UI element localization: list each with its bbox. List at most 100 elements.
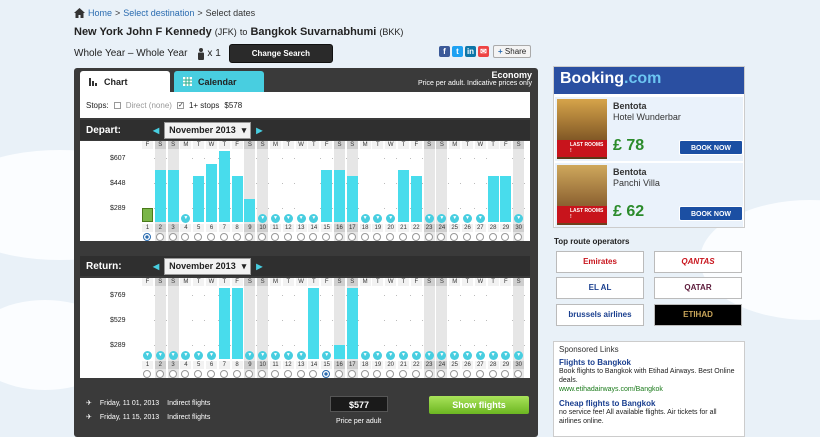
day-column[interactable]: S ▼ 24 xyxy=(436,278,448,378)
day-column[interactable]: W ▼ 6 xyxy=(206,278,217,378)
day-radio[interactable] xyxy=(155,370,164,378)
no-price-marker-icon[interactable]: ▼ xyxy=(437,214,447,223)
price-bar[interactable] xyxy=(231,176,243,222)
no-price-marker-icon[interactable]: ▼ xyxy=(424,351,434,360)
no-price-marker-icon[interactable]: ▼ xyxy=(168,351,178,360)
day-radio[interactable] xyxy=(399,233,407,241)
day-radio[interactable] xyxy=(450,233,459,241)
day-column[interactable]: W ▼ 27 xyxy=(474,141,486,241)
day-radio[interactable] xyxy=(335,233,343,241)
next-month-arrow[interactable]: ▶ xyxy=(256,125,263,135)
day-radio[interactable] xyxy=(335,370,343,378)
price-bar[interactable] xyxy=(308,288,320,359)
day-radio[interactable] xyxy=(143,233,151,241)
show-flights-button[interactable]: Show flights xyxy=(429,396,529,414)
day-radio[interactable] xyxy=(283,370,292,378)
home-icon[interactable] xyxy=(74,8,85,18)
day-radio[interactable] xyxy=(181,370,190,378)
day-radio[interactable] xyxy=(411,370,420,378)
day-radio[interactable] xyxy=(360,233,369,241)
no-price-marker-icon[interactable]: ▼ xyxy=(373,351,383,360)
no-price-marker-icon[interactable]: ▼ xyxy=(386,351,396,360)
book-now-button[interactable]: BOOK NOW xyxy=(679,140,743,155)
day-column[interactable]: F ▼ 29 xyxy=(500,278,512,378)
day-column[interactable]: F 15 xyxy=(321,141,333,241)
day-column[interactable]: T ▼ 21 xyxy=(398,278,409,378)
breadcrumb-home[interactable]: Home xyxy=(88,8,113,18)
price-bar[interactable] xyxy=(500,176,512,222)
airline-qantas[interactable]: QANTAS xyxy=(654,251,742,273)
price-bar[interactable] xyxy=(206,163,217,222)
day-radio[interactable] xyxy=(411,233,420,241)
day-radio[interactable] xyxy=(207,370,215,378)
day-column[interactable]: S ▼ 23 xyxy=(423,141,435,241)
day-column[interactable]: W ▼ 13 xyxy=(295,278,307,378)
no-price-marker-icon[interactable]: ▼ xyxy=(309,214,319,223)
no-price-marker-icon[interactable]: ▼ xyxy=(514,351,524,360)
day-radio[interactable] xyxy=(309,370,318,378)
day-radio[interactable] xyxy=(424,370,433,378)
day-column[interactable]: S 17 xyxy=(346,141,358,241)
day-column[interactable]: M ▼ 25 xyxy=(449,141,461,241)
day-radio[interactable] xyxy=(194,370,203,378)
twitter-icon[interactable]: t xyxy=(452,46,463,57)
day-radio[interactable] xyxy=(258,233,267,241)
day-column[interactable]: W ▼ 27 xyxy=(474,278,486,378)
day-radio[interactable] xyxy=(463,370,471,378)
prev-month-arrow[interactable]: ◀ xyxy=(153,261,160,271)
hotel-offer[interactable]: LAST ROOMS ! Bentota Panchi Villa £ 62 BO… xyxy=(555,163,743,227)
price-bar[interactable] xyxy=(346,176,358,222)
day-column[interactable]: S ▼ 10 xyxy=(257,278,269,378)
no-price-marker-icon[interactable]: ▼ xyxy=(283,351,293,360)
day-column[interactable]: T ▼ 28 xyxy=(487,278,499,378)
day-radio[interactable] xyxy=(322,370,331,378)
day-radio[interactable] xyxy=(373,370,382,378)
day-radio[interactable] xyxy=(424,233,433,241)
day-column[interactable]: S ▼ 3 xyxy=(167,278,179,378)
day-column[interactable]: T ▼ 26 xyxy=(462,141,473,241)
day-column[interactable]: S ▼ 24 xyxy=(436,141,448,241)
no-price-marker-icon[interactable]: ▼ xyxy=(411,351,421,360)
day-radio[interactable] xyxy=(360,370,369,378)
day-column[interactable]: T ▼ 19 xyxy=(372,278,384,378)
no-price-marker-icon[interactable]: ▼ xyxy=(360,351,370,360)
day-column[interactable]: T ▼ 26 xyxy=(462,278,473,378)
no-price-marker-icon[interactable]: ▼ xyxy=(181,351,191,360)
airline-brussels[interactable]: brussels airlines xyxy=(556,304,644,326)
no-price-marker-icon[interactable]: ▼ xyxy=(258,214,268,223)
day-column[interactable]: T ▼ 5 xyxy=(193,278,205,378)
no-price-marker-icon[interactable]: ▼ xyxy=(271,351,280,360)
no-price-marker-icon[interactable]: ▼ xyxy=(386,214,396,223)
day-column[interactable]: T 28 xyxy=(487,141,499,241)
no-price-marker-icon[interactable]: ▼ xyxy=(488,351,498,360)
price-bar[interactable] xyxy=(487,176,499,222)
day-column[interactable]: S 17 xyxy=(346,278,358,378)
price-bar[interactable] xyxy=(321,169,333,222)
day-column[interactable]: F 29 xyxy=(500,141,512,241)
day-column[interactable]: M ▼ 25 xyxy=(449,278,461,378)
change-search-button[interactable]: Change Search xyxy=(228,44,334,63)
day-radio[interactable] xyxy=(347,370,356,378)
price-bar[interactable] xyxy=(334,345,345,359)
day-radio[interactable] xyxy=(258,370,267,378)
day-radio[interactable] xyxy=(373,233,382,241)
tab-chart[interactable]: Chart xyxy=(80,71,170,92)
sponsored-url[interactable]: www.etihadairways.com/Bangkok xyxy=(559,386,663,393)
day-radio[interactable] xyxy=(219,370,228,378)
day-column[interactable]: T ▼ 19 xyxy=(372,141,384,241)
no-price-marker-icon[interactable]: ▼ xyxy=(463,351,472,360)
sponsored-link[interactable]: Flights to Bangkok xyxy=(559,358,631,367)
day-column[interactable]: T 21 xyxy=(398,141,409,241)
prev-month-arrow[interactable]: ◀ xyxy=(153,125,160,135)
day-radio[interactable] xyxy=(232,370,241,378)
day-column[interactable]: M ▼ 11 xyxy=(270,141,281,241)
day-column[interactable]: F ▼ 22 xyxy=(410,278,422,378)
day-radio[interactable] xyxy=(219,233,228,241)
no-price-marker-icon[interactable]: ▼ xyxy=(194,351,204,360)
price-bar[interactable] xyxy=(218,151,230,222)
hotel-offer[interactable]: LAST ROOMS ! Bentota Hotel Wunderbar £ 78… xyxy=(555,97,743,161)
